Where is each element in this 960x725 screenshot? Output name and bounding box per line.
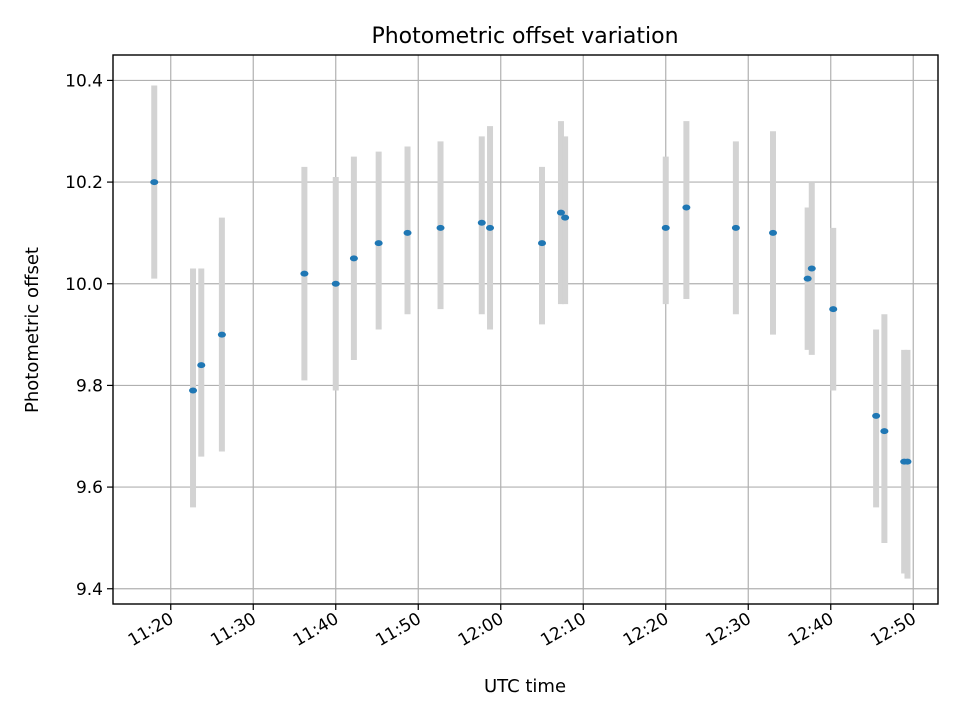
- plot-frame: [112, 54, 939, 605]
- x-axis-ticks: 11:20 11:30 11:40 11:50 12:00 12:10 12:20 12:30…: [125, 604, 920, 651]
- y-axis-ticks: 9.4 9.6 9.8 10.0 10.2 10.4: [65, 71, 113, 600]
- data-point: [217, 331, 226, 338]
- grid: [113, 55, 938, 604]
- data-point: [403, 229, 412, 236]
- error-bars: [151, 85, 911, 579]
- y-tick-label: 9.6: [76, 478, 103, 498]
- data-point: [197, 362, 206, 369]
- data-point: [829, 306, 838, 313]
- x-tick-label: 12:30: [702, 609, 754, 651]
- x-tick-label: 11:50: [372, 609, 424, 651]
- data-point: [803, 275, 812, 282]
- data-point: [538, 240, 546, 247]
- x-tick-label: 12:50: [867, 609, 919, 651]
- y-tick-label: 10.4: [65, 71, 103, 91]
- x-tick-label: 11:40: [290, 609, 342, 651]
- x-tick-label: 11:20: [125, 609, 177, 651]
- data-points: [150, 179, 912, 465]
- chart-title: Photometric offset variation: [371, 24, 678, 49]
- data-point: [561, 214, 570, 221]
- data-point: [556, 209, 565, 216]
- data-point: [349, 255, 358, 262]
- data-point: [880, 428, 889, 435]
- y-tick-label: 10.0: [65, 275, 103, 295]
- data-point: [661, 224, 670, 231]
- y-tick-label: 9.8: [76, 376, 103, 396]
- data-point: [300, 270, 309, 277]
- x-tick-label: 11:30: [207, 609, 259, 651]
- x-tick-label: 12:00: [455, 609, 507, 651]
- data-point: [331, 280, 340, 287]
- x-tick-label: 12:10: [537, 609, 589, 651]
- data-point: [189, 387, 198, 394]
- data-point: [731, 224, 740, 231]
- data-point: [682, 204, 691, 211]
- data-point: [769, 229, 777, 236]
- y-tick-label: 9.4: [76, 580, 103, 600]
- data-point: [872, 412, 881, 419]
- data-point: [150, 179, 159, 186]
- data-point: [807, 265, 816, 272]
- y-axis-label: Photometric offset: [22, 247, 43, 413]
- data-point: [436, 224, 445, 231]
- data-point: [477, 219, 486, 226]
- x-axis-label: UTC time: [484, 676, 566, 697]
- data-point: [374, 240, 383, 247]
- data-point: [903, 458, 912, 465]
- x-tick-label: 12:20: [620, 609, 672, 651]
- y-tick-label: 10.2: [65, 173, 103, 193]
- data-point: [486, 224, 495, 231]
- x-tick-label: 12:40: [785, 609, 837, 651]
